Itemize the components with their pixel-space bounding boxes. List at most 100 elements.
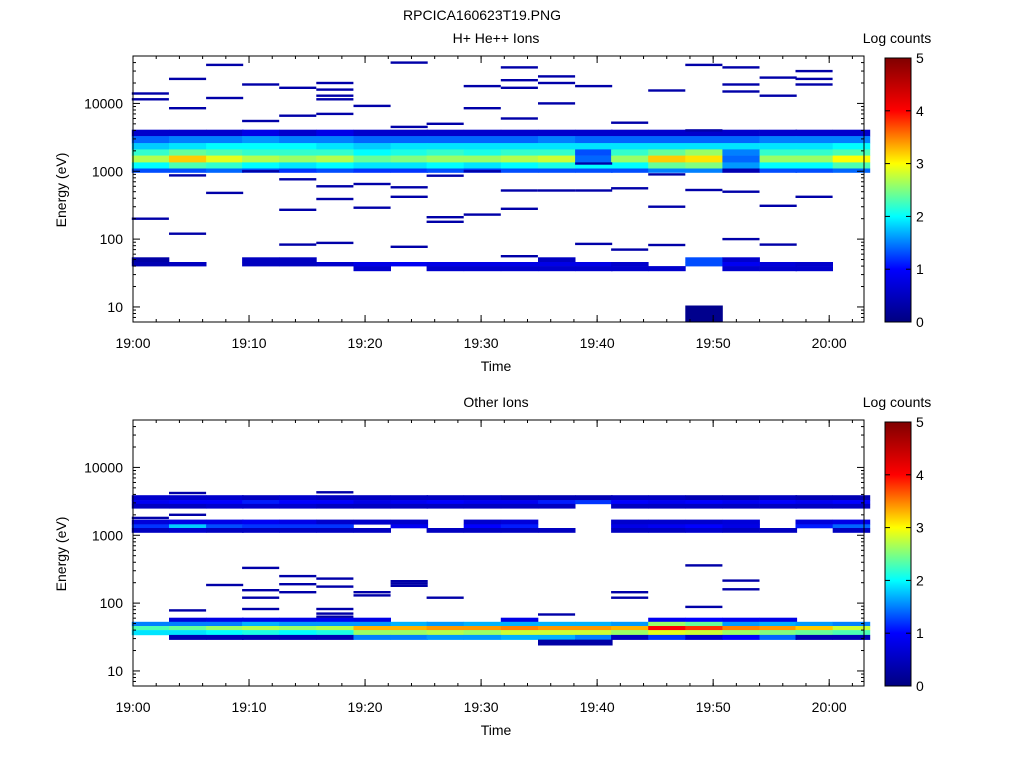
heatmap-streak	[795, 77, 833, 81]
heatmap-cell	[685, 617, 723, 623]
heatmap-cell	[463, 495, 502, 501]
heatmap-cell	[426, 626, 465, 631]
heatmap-streak	[169, 491, 207, 495]
heatmap-cell	[353, 168, 391, 173]
heatmap-cell	[390, 524, 429, 529]
heatmap-cell	[685, 621, 723, 627]
heatmap-streak	[316, 612, 354, 615]
heatmap-streak	[169, 77, 207, 81]
heatmap-cell	[611, 500, 649, 505]
heatmap-cell	[538, 155, 576, 163]
heatmap-streak	[463, 213, 501, 216]
heatmap-cell	[279, 617, 317, 623]
heatmap-cell	[279, 162, 317, 169]
heatmap-cell	[500, 503, 539, 509]
heatmap-cell	[463, 162, 502, 169]
heatmap-streak	[463, 107, 501, 110]
heatmap-cell	[722, 634, 760, 640]
heatmap-cell	[832, 155, 871, 163]
heatmap-cell	[426, 162, 465, 169]
heatmap-cell	[538, 129, 576, 137]
heatmap-cell	[685, 500, 723, 505]
other-ions-panel: Other Ions Log counts Time Energy (eV) 1…	[53, 394, 931, 738]
heatmap-cell	[648, 503, 686, 509]
heatmap-cell	[795, 630, 833, 636]
heatmap-cell	[353, 630, 391, 636]
heatmap-streak	[131, 92, 169, 95]
heatmap-cell	[206, 528, 244, 533]
colorbar-gradient	[884, 421, 912, 687]
x-tick-label: 19:30	[464, 335, 499, 351]
heatmap-cell	[279, 500, 317, 505]
heatmap-streak	[353, 206, 391, 209]
heatmap-streak	[390, 584, 428, 587]
heatmap-cell	[648, 162, 686, 169]
heatmap-streak	[648, 89, 686, 92]
heatmap-cell	[722, 503, 760, 509]
heatmap-cell	[426, 634, 465, 640]
heatmap-streak	[316, 88, 354, 91]
heatmap-cell	[353, 519, 391, 525]
heatmap-cell	[131, 630, 170, 636]
heatmap-cell	[722, 630, 760, 636]
heatmap-cell	[316, 262, 354, 267]
heatmap-cell	[722, 524, 760, 529]
heatmap-streak	[390, 125, 428, 129]
heatmap-cell	[500, 129, 539, 137]
heatmap-cell	[316, 634, 354, 640]
heatmap-cell	[353, 626, 391, 631]
heatmap-streak	[169, 107, 207, 110]
heatmap-streak	[575, 162, 613, 165]
heatmap-cell	[500, 495, 539, 501]
heatmap-cell	[131, 495, 170, 501]
heatmap-cell	[500, 528, 539, 533]
heatmap-cell	[316, 136, 354, 144]
heatmap-cell	[390, 168, 429, 173]
x-tick-label: 19:20	[348, 335, 383, 351]
heatmap-cell	[538, 626, 576, 631]
heatmap-streak	[169, 232, 207, 235]
heatmap-cell	[426, 155, 465, 163]
heatmap-cell	[648, 528, 686, 533]
heatmap-cell	[131, 503, 170, 509]
heatmap-streak	[131, 98, 169, 101]
heatmap-cell	[353, 262, 391, 267]
heatmap-streak	[316, 81, 354, 85]
heatmap-streak	[242, 566, 280, 570]
heatmap-streak	[722, 579, 760, 582]
heatmap-cell	[390, 621, 429, 627]
heatmap-streak	[500, 207, 538, 210]
heatmap-cell	[685, 136, 723, 144]
heatmap-cell	[463, 524, 502, 529]
heatmap-streak	[242, 596, 280, 599]
heatmap-cell	[242, 155, 280, 163]
heatmap-cell	[169, 503, 207, 509]
heatmap-cell	[316, 143, 354, 150]
heatmap-cell	[611, 630, 649, 636]
heatmap-cell	[611, 621, 649, 627]
heatmap-cell	[685, 168, 723, 173]
heatmap-cell	[575, 626, 613, 631]
heatmap-cell	[426, 129, 465, 137]
y-tick-label: 10000	[84, 95, 123, 111]
heatmap-cell	[131, 149, 170, 156]
heatmap-cell	[390, 495, 429, 501]
heatmap-cell	[169, 528, 207, 533]
heatmap-cell	[131, 162, 170, 169]
heatmap-streak	[169, 174, 207, 177]
y-tick-label: 10	[107, 299, 123, 315]
heatmap-streak	[500, 117, 538, 120]
heatmap-cell	[795, 136, 833, 144]
heatmap-cell	[685, 257, 723, 263]
heatmap-streak	[500, 79, 538, 82]
heatmap-cell	[759, 168, 798, 173]
heatmap-streak	[685, 188, 723, 192]
heatmap-cell	[242, 162, 280, 169]
heatmap-cell	[538, 162, 576, 169]
heatmap-cell	[390, 519, 429, 525]
heatmap-cell	[685, 305, 723, 323]
heatmap-cell	[832, 621, 871, 627]
heatmap-cell	[390, 634, 429, 640]
heatmap-cell	[575, 129, 613, 137]
heatmap-cell	[353, 495, 391, 501]
